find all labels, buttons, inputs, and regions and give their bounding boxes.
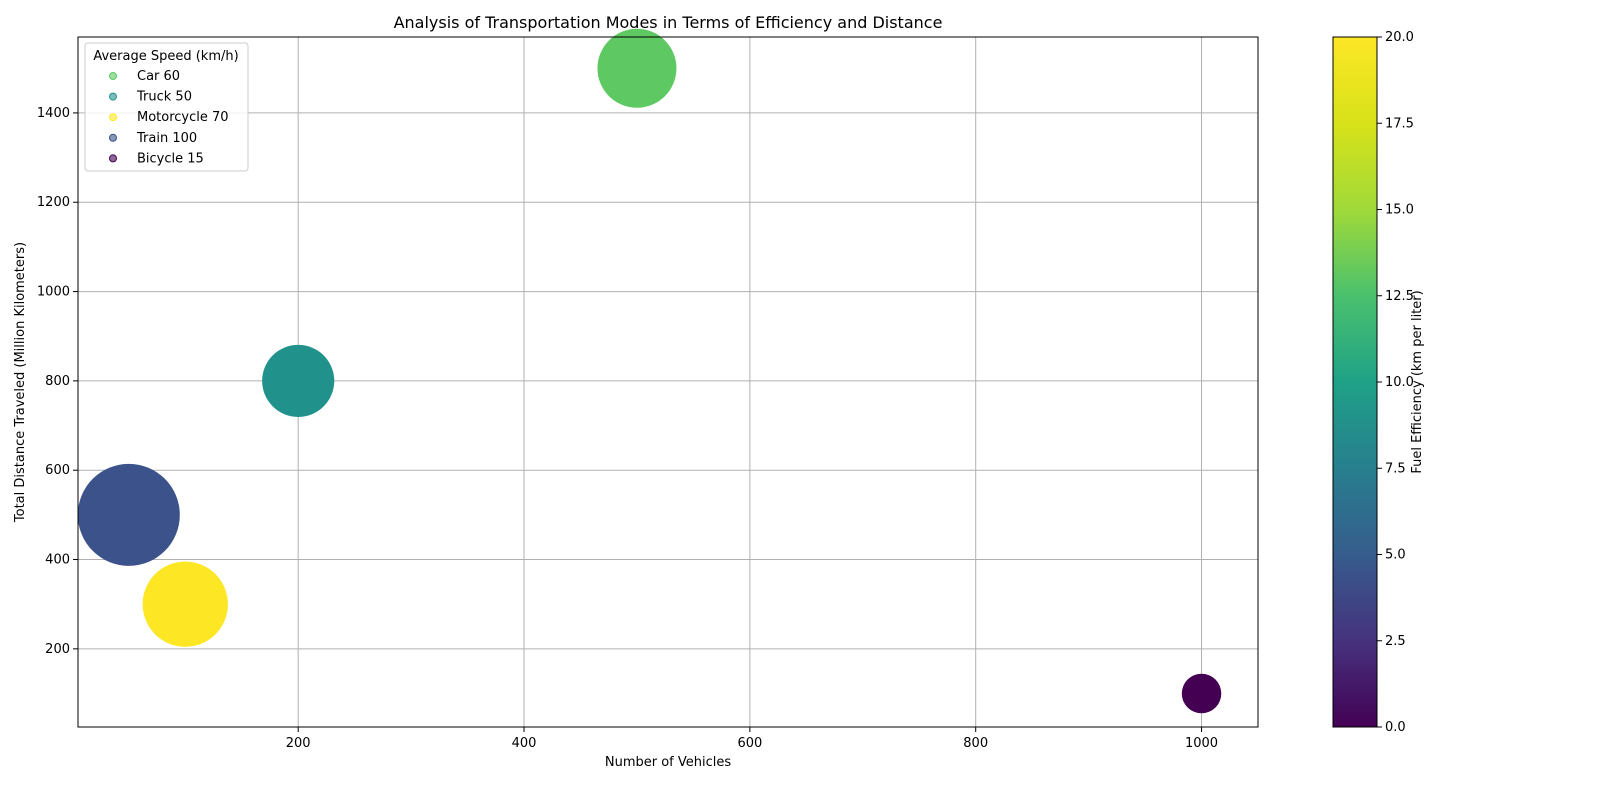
- y-axis: 200 400 600 800 1000 1200 1400: [37, 106, 78, 657]
- legend-marker: [109, 154, 117, 163]
- legend-entry: Motorcycle 70: [137, 110, 229, 125]
- chart-title: Analysis of Transportation Modes in Term…: [394, 13, 943, 32]
- colorbar-tick-label: 5.0: [1385, 548, 1406, 563]
- y-tick-label: 400: [45, 553, 70, 568]
- colorbar: 0.0 2.5 5.0 7.5 10.0 12.5 15.0 17.5 20.0 Fuel Ef…: [1332, 30, 1425, 735]
- colorbar-ticks: 0.0 2.5 5.0 7.5 10.0 12.5 15.0 17.5 20.0: [1377, 30, 1414, 735]
- legend-title: Average Speed (km/h): [93, 49, 238, 64]
- colorbar-tick-label: 12.5: [1385, 289, 1414, 304]
- y-axis-label: Total Distance Traveled (Million Kilomet…: [13, 242, 28, 523]
- legend-entry: Bicycle 15: [137, 151, 204, 166]
- y-tick-label: 1200: [37, 195, 70, 210]
- colorbar-tick-label: 2.5: [1385, 634, 1406, 649]
- y-tick-label: 1400: [37, 106, 70, 121]
- legend-marker: [109, 133, 117, 142]
- legend-marker: [109, 92, 117, 101]
- x-tick-label: 400: [512, 736, 537, 751]
- legend-entry: Train 100: [136, 131, 197, 146]
- x-tick-label: 800: [963, 736, 988, 751]
- colorbar-tick-label: 0.0: [1385, 720, 1406, 735]
- bubble-truck: [262, 344, 335, 417]
- legend-entry: Truck 50: [136, 90, 192, 105]
- y-tick-label: 800: [45, 374, 70, 389]
- bubble-car: [597, 28, 677, 108]
- colorbar-tick-label: 17.5: [1385, 116, 1414, 131]
- colorbar-gradient: [1332, 36, 1378, 728]
- colorbar-tick-label: 7.5: [1385, 461, 1406, 476]
- y-tick-label: 200: [45, 642, 70, 657]
- legend-marker: [109, 72, 117, 80]
- x-axis-label: Number of Vehicles: [605, 755, 732, 770]
- legend-items: Car 60 Truck 50 Motorcycle 70 Train 100 Bicy…: [109, 69, 229, 166]
- x-tick-label: 200: [286, 736, 311, 751]
- y-tick-label: 600: [45, 463, 70, 478]
- x-tick-label: 1000: [1185, 736, 1218, 751]
- colorbar-tick-label: 10.0: [1385, 375, 1414, 390]
- legend-entry: Car 60: [137, 69, 180, 84]
- bubble-motorcycle: [142, 561, 228, 647]
- bubbles: [77, 28, 1222, 714]
- colorbar-tick-label: 15.0: [1385, 203, 1414, 218]
- bubble-train: [77, 463, 180, 566]
- legend-box: [84, 42, 249, 172]
- y-tick-label: 1000: [37, 285, 70, 300]
- grid-lines: [78, 37, 1258, 727]
- x-axis: 200 400 600 800 1000: [286, 727, 1218, 751]
- colorbar-tick-label: 20.0: [1385, 30, 1414, 45]
- legend-marker: [109, 113, 117, 122]
- bubble-bicycle: [1181, 673, 1222, 714]
- plot-frame: [77, 36, 1259, 728]
- legend: Average Speed (km/h) Car 60 Truck 50 Motor…: [84, 42, 249, 172]
- x-tick-label: 600: [737, 736, 762, 751]
- colorbar-label: Fuel Efficiency (km per liter): [1410, 290, 1425, 473]
